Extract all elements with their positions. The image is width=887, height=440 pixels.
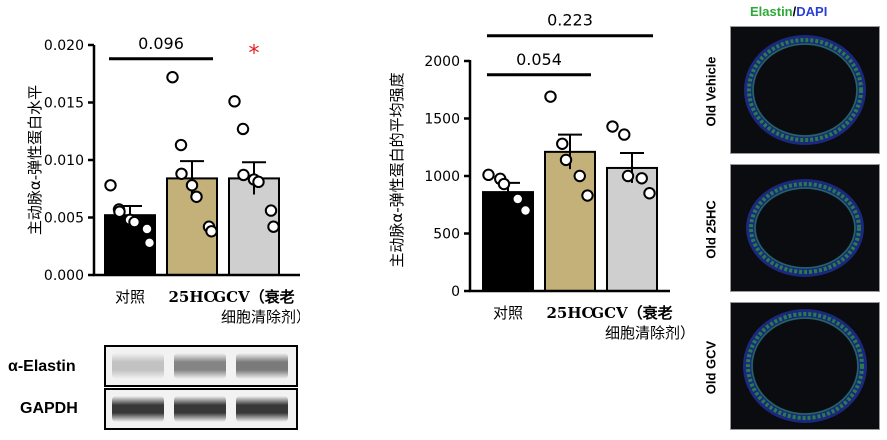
blot-band	[236, 353, 288, 379]
data-point	[621, 169, 635, 183]
blot-strip-gapdh	[104, 388, 298, 430]
y-tick-label: 0.020	[44, 38, 84, 54]
data-point	[519, 204, 532, 217]
blot-band	[236, 396, 288, 422]
data-point	[174, 138, 188, 152]
x-tick-label: 25HC	[547, 304, 594, 322]
micrograph-label: Old GCV	[703, 340, 719, 395]
micrograph-title: Elastin/DAPI	[750, 4, 827, 19]
data-point	[267, 220, 280, 233]
data-point	[581, 189, 594, 202]
aorta-section	[743, 309, 867, 423]
micrograph-image	[730, 164, 880, 292]
x-tick-label: 细胞清除剂）	[221, 308, 300, 326]
data-point	[556, 137, 569, 151]
blot-band	[174, 396, 226, 422]
data-point	[264, 204, 278, 217]
y-tick-label: 0	[451, 284, 460, 300]
significance-star: *	[249, 41, 260, 66]
y-tick-label: 0.000	[44, 268, 84, 284]
y-tick-label: 0.015	[44, 96, 84, 112]
data-point	[606, 120, 619, 133]
elastin-inner-ring	[751, 317, 859, 415]
data-point	[252, 175, 265, 189]
significance-annotations: 0.096 *	[109, 34, 260, 66]
data-point	[228, 95, 241, 108]
bar	[606, 166, 658, 292]
p-value-label: 0.096	[138, 34, 184, 53]
x-tick-label: 对照	[115, 288, 145, 306]
elastin-ring	[747, 38, 863, 142]
y-tick-label: 2000	[424, 54, 460, 70]
chart-alpha-elastin-level: 主动脉α-弹性蛋白水平 0.000 0.005 0.010 0.015 0.020 0.…	[26, 34, 300, 326]
y-axis-label: 主动脉α-弹性蛋白的平均强度	[388, 72, 406, 267]
data-point	[205, 225, 218, 238]
y-tick-label: 0.010	[44, 153, 84, 169]
data-point	[544, 90, 557, 103]
data-point	[140, 222, 154, 236]
micrograph-label: Old 25HC	[703, 200, 719, 259]
data-point	[143, 236, 156, 250]
data-point	[643, 187, 656, 200]
x-tick-label: GCV（衰老	[213, 288, 294, 306]
x-tick-label: 对照	[493, 304, 523, 322]
data-point	[190, 190, 203, 204]
blot-strip-elastin	[104, 345, 298, 387]
blot-row-label: GAPDH	[20, 400, 78, 417]
y-tick-label: 500	[433, 227, 460, 243]
p-value-label: 0.054	[516, 50, 562, 69]
y-axis-ticks: 0.000 0.005 0.010 0.015 0.020	[44, 38, 94, 284]
data-point	[166, 71, 179, 84]
data-point	[236, 122, 250, 136]
p-value-label: 0.223	[547, 11, 593, 30]
elastin-inner-ring	[754, 187, 856, 269]
bar	[544, 150, 596, 292]
blot-band	[174, 353, 226, 379]
micrograph-panel: Elastin/DAPI Old Vehicle Old 25HC Old GCV	[700, 0, 887, 440]
chart-alpha-elastin-mean-intensity: 主动脉α-弹性蛋白的平均强度 0 500 1000 1500 2000 0.054 0.2…	[388, 11, 695, 342]
data-point	[573, 169, 586, 183]
data-point	[128, 215, 141, 229]
data-point	[185, 179, 199, 192]
x-tick-label: 细胞清除剂）	[605, 324, 695, 342]
y-tick-label: 0.005	[44, 211, 84, 227]
y-tick-label: 1500	[424, 112, 460, 128]
y-tick-label: 1000	[424, 169, 460, 185]
elastin-ring	[749, 182, 861, 274]
micrograph-image	[730, 26, 880, 154]
data-point	[635, 172, 648, 185]
title-separator: /	[792, 4, 797, 19]
title-elastin: Elastin	[750, 4, 793, 19]
blot-band	[112, 353, 164, 379]
elastin-inner-ring	[752, 43, 858, 137]
x-tick-label: GCV（衰老	[591, 304, 672, 322]
data-point	[104, 179, 117, 192]
aorta-section	[744, 35, 866, 145]
data-point	[113, 205, 126, 218]
blot-band	[112, 396, 164, 422]
blot-row-label: α-Elastin	[8, 358, 76, 375]
y-axis-label: 主动脉α-弹性蛋白水平	[26, 85, 44, 235]
aorta-section	[746, 179, 864, 277]
elastin-ring	[746, 312, 864, 420]
data-point	[175, 167, 188, 181]
data-point	[559, 153, 573, 167]
micrograph-label: Old Vehicle	[703, 56, 719, 127]
data-point	[237, 168, 250, 182]
data-point	[482, 168, 495, 182]
x-tick-label: 25HC	[169, 288, 216, 306]
title-dapi: DAPI	[796, 4, 828, 19]
significance-annotations: 0.054 0.223	[487, 11, 653, 77]
data-point	[511, 192, 524, 206]
data-points	[104, 71, 280, 250]
data-point	[618, 128, 631, 141]
data-point	[497, 177, 511, 191]
western-blot: α-Elastin GAPDH	[0, 340, 300, 440]
y-axis-ticks: 0 500 1000 1500 2000	[424, 54, 470, 300]
data-points	[482, 90, 656, 217]
micrograph-image	[730, 302, 880, 430]
